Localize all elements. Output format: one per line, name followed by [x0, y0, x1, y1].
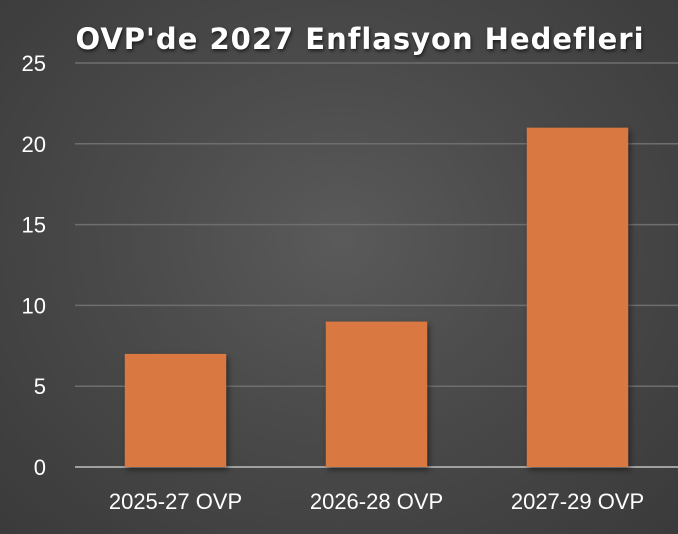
x-tick-label: 2025-27 OVP [109, 489, 242, 514]
y-tick-label: 15 [22, 213, 46, 238]
chart-title: OVP'de 2027 Enflasyon Hedefleri [75, 22, 645, 56]
bar [325, 321, 428, 467]
y-tick-label: 20 [22, 132, 46, 157]
y-tick-label: 25 [22, 51, 46, 76]
y-tick-label: 5 [34, 374, 46, 399]
x-tick-label: 2027-29 OVP [511, 489, 644, 514]
y-tick-label: 0 [34, 455, 46, 480]
x-tick-label: 2026-28 OVP [310, 489, 443, 514]
bar [124, 353, 227, 467]
bar [526, 127, 629, 467]
y-tick-label: 10 [22, 293, 46, 318]
